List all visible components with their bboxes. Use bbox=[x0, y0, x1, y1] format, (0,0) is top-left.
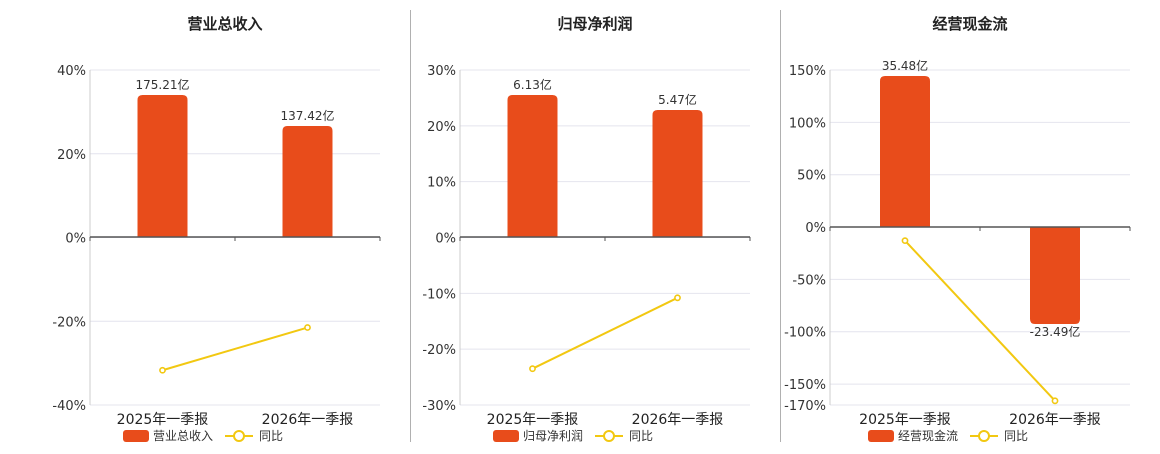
legend-bar-swatch bbox=[123, 430, 149, 442]
y-tick-label: 20% bbox=[57, 148, 86, 163]
legend-bar-label: 营业总收入 bbox=[153, 429, 213, 443]
yoy-point bbox=[1051, 397, 1059, 405]
y-tick-label: 30% bbox=[427, 64, 456, 79]
chart-revenue: 营业总收入 40% 20% 0% -20% -40% 175.21亿 137.42亿 2025年… bbox=[52, 15, 381, 443]
x-category-label: 2025年一季报 bbox=[859, 412, 951, 428]
legend-bar-swatch bbox=[868, 430, 894, 442]
bar-value-label: 6.13亿 bbox=[513, 77, 552, 92]
y-tick-label: -20% bbox=[52, 315, 86, 330]
x-category-label: 2025年一季报 bbox=[487, 412, 579, 428]
chart-title: 归母净利润 bbox=[557, 15, 632, 33]
chart-title: 营业总收入 bbox=[187, 15, 262, 33]
bar-value-label: 137.42亿 bbox=[281, 108, 335, 123]
legend-line-label: 同比 bbox=[259, 429, 283, 443]
legend-line-label: 同比 bbox=[629, 429, 653, 443]
chart-title: 经营现金流 bbox=[932, 15, 1007, 33]
chart-panel-net-profit: 归母净利润 30% 20% 10% 0% -10% -20% -30% 6.13亿 5.47亿 20… bbox=[395, 0, 765, 450]
y-tick-label: 50% bbox=[797, 169, 826, 184]
chart-panel-cash-flow: 经营现金流 150% 100% 50% 0% -50% -100% -150% -170% 35.… bbox=[765, 0, 1135, 450]
x-category-label: 2026年一季报 bbox=[632, 412, 724, 428]
legend-line-marker bbox=[978, 430, 990, 442]
y-tick-label: -10% bbox=[422, 287, 456, 302]
panel-divider bbox=[780, 10, 781, 442]
y-tick-label: -50% bbox=[792, 273, 826, 288]
y-tick-label: 150% bbox=[789, 64, 826, 79]
legend-line-label: 同比 bbox=[1004, 429, 1028, 443]
y-tick-label: 40% bbox=[57, 64, 86, 79]
y-tick-label: -100% bbox=[784, 326, 826, 341]
legend-line-marker bbox=[603, 430, 615, 442]
chart-cash-flow: 经营现金流 150% 100% 50% 0% -50% -100% -150% -170% 35.… bbox=[784, 15, 1131, 443]
y-tick-label: -150% bbox=[784, 378, 826, 393]
y-tick-label: 20% bbox=[427, 120, 456, 135]
yoy-point bbox=[901, 237, 909, 245]
yoy-line bbox=[532, 296, 678, 370]
bar-value-label: 5.47亿 bbox=[658, 92, 697, 107]
y-tick-label: -40% bbox=[52, 399, 86, 414]
y-tick-label: 10% bbox=[427, 176, 456, 191]
bar-1 bbox=[507, 95, 558, 237]
y-tick-label: -170% bbox=[784, 399, 826, 414]
yoy-line bbox=[904, 239, 1056, 402]
y-tick-label: 0% bbox=[805, 221, 826, 236]
chart-net-profit: 归母净利润 30% 20% 10% 0% -10% -20% -30% 6.13亿 5.47亿 20… bbox=[422, 15, 751, 443]
y-tick-label: 0% bbox=[435, 232, 456, 247]
y-tick-label: -30% bbox=[422, 399, 456, 414]
x-category-label: 2026年一季报 bbox=[262, 412, 354, 428]
legend-bar-label: 归母净利润 bbox=[523, 429, 583, 443]
x-category-label: 2025年一季报 bbox=[117, 412, 209, 428]
y-tick-label: 100% bbox=[789, 116, 826, 131]
bar-1 bbox=[880, 76, 930, 227]
bar-2 bbox=[652, 110, 703, 237]
legend-line-marker bbox=[233, 430, 245, 442]
legend-bar-label: 经营现金流 bbox=[898, 428, 958, 443]
bar-value-label: -23.49亿 bbox=[1030, 324, 1081, 339]
chart-panel-revenue: 营业总收入 40% 20% 0% -20% -40% 175.21亿 137.42亿 2025年… bbox=[25, 0, 395, 450]
x-category-label: 2026年一季报 bbox=[1009, 412, 1101, 428]
bar-2 bbox=[1030, 227, 1080, 324]
bar-1 bbox=[137, 95, 188, 237]
panel-divider bbox=[410, 10, 411, 442]
bar-2 bbox=[282, 126, 333, 237]
yoy-point bbox=[674, 294, 681, 302]
y-tick-label: -20% bbox=[422, 343, 456, 358]
y-tick-label: 0% bbox=[65, 232, 86, 247]
yoy-point bbox=[304, 324, 311, 331]
yoy-point bbox=[159, 366, 166, 374]
yoy-line bbox=[162, 326, 308, 372]
legend-bar-swatch bbox=[493, 430, 519, 442]
bar-value-label: 175.21亿 bbox=[136, 77, 190, 92]
bar-value-label: 35.48亿 bbox=[882, 58, 928, 73]
yoy-point bbox=[529, 365, 536, 373]
